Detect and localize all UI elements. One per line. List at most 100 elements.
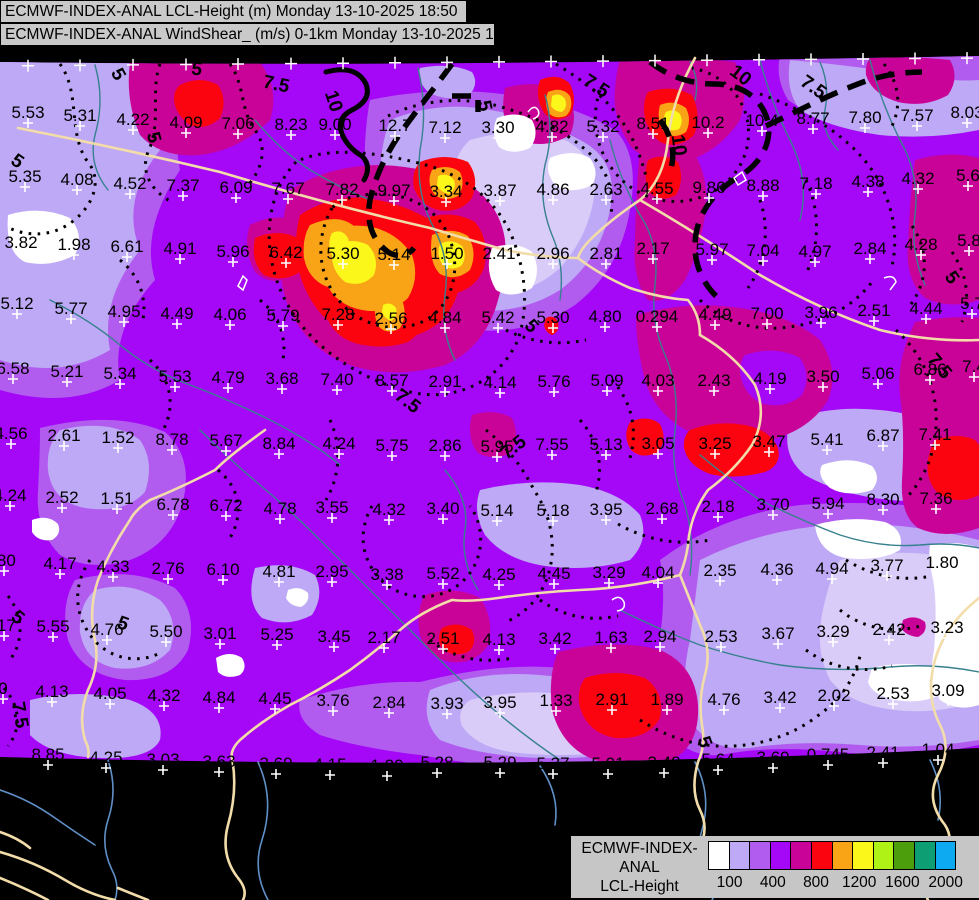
station-marker-cross xyxy=(214,703,224,713)
station-value: 7.4 xyxy=(962,357,979,376)
station-value: 4.14 xyxy=(483,373,516,392)
station-value: 9.97 xyxy=(377,181,410,200)
station-value: 5.67 xyxy=(209,431,242,450)
station-marker-cross xyxy=(657,514,667,524)
station-marker-cross xyxy=(931,504,941,514)
station-marker-cross xyxy=(925,375,935,385)
station-marker-cross xyxy=(878,505,888,515)
station-marker-cross xyxy=(221,446,231,456)
station-marker-cross xyxy=(916,250,926,260)
station-marker-cross xyxy=(827,574,837,584)
station-marker-cross xyxy=(606,643,616,653)
station-marker-cross xyxy=(550,644,560,654)
station-marker-cross xyxy=(548,516,558,526)
station-value: 4.09 xyxy=(169,113,202,132)
station-value: 3.95 xyxy=(483,693,516,712)
graticule-cross xyxy=(74,59,86,72)
station-value: 2.51 xyxy=(857,301,890,320)
station-marker-cross xyxy=(330,130,340,140)
legend-tick-label: 400 xyxy=(759,874,786,891)
station-marker-cross xyxy=(327,577,337,587)
station-marker-cross xyxy=(172,319,182,329)
station-value: 4.55 xyxy=(640,179,673,198)
station-marker-cross xyxy=(438,644,448,654)
station-value: 5.97 xyxy=(695,240,728,259)
legend-swatch xyxy=(913,841,936,870)
station-marker-cross xyxy=(818,382,828,392)
legend-swatch xyxy=(810,841,833,870)
station-marker-cross xyxy=(122,252,132,262)
station-value: 8.88 xyxy=(746,176,779,195)
station-value: 3.55 xyxy=(315,498,348,517)
station-value: 7.41 xyxy=(918,425,951,444)
station-value: 1.52 xyxy=(101,428,134,447)
station-marker-cross xyxy=(648,254,658,264)
station-value: 4.05 xyxy=(93,684,126,703)
legend-swatch xyxy=(769,841,792,870)
graticule-cross xyxy=(22,59,34,72)
station-value: 4.28 xyxy=(904,235,937,254)
station-value: 4.86 xyxy=(536,180,569,199)
graticule-cross xyxy=(597,55,609,68)
station-value: 2.96 xyxy=(536,244,569,263)
station-value: 7.82 xyxy=(325,180,358,199)
station-value: 8.23 xyxy=(274,115,307,134)
station-marker-cross xyxy=(549,579,559,589)
station-marker-cross xyxy=(758,191,768,201)
station-marker-cross xyxy=(551,706,561,716)
station-marker-cross xyxy=(379,643,389,653)
station-marker-cross xyxy=(274,577,284,587)
station-value: 8.51 xyxy=(636,114,669,133)
legend-title-line2: LCL-Height xyxy=(600,878,679,895)
station-marker-cross xyxy=(20,182,30,192)
station-value: 5.14 xyxy=(480,501,513,520)
station-value: 5.76 xyxy=(537,372,570,391)
station-marker-cross xyxy=(713,765,723,775)
station-value: 4.79 xyxy=(211,368,244,387)
station-value: 2.94 xyxy=(643,627,676,646)
station-value: 5.53 xyxy=(158,367,191,386)
station-value: 3.42 xyxy=(763,688,796,707)
station-value: 2.86 xyxy=(428,436,461,455)
station-value: 4.56 xyxy=(0,424,28,443)
station-value: 6.42 xyxy=(269,243,302,262)
station-value: 5.52 xyxy=(426,564,459,583)
station-marker-cross xyxy=(603,769,613,779)
legend-tick-label: 2000 xyxy=(928,874,963,891)
station-marker-cross xyxy=(168,510,178,520)
station-value: 1.98 xyxy=(57,235,90,254)
station-value: 1.51 xyxy=(100,489,133,508)
station-value: 1.89 xyxy=(650,690,683,709)
station-value: 3.95 xyxy=(589,500,622,519)
station-marker-cross xyxy=(8,374,18,384)
graticule-cross xyxy=(493,55,505,68)
station-value: 5.32 xyxy=(586,117,619,136)
station-value: 5.13 xyxy=(589,435,622,454)
station-value: 5.25 xyxy=(260,625,293,644)
station-marker-cross xyxy=(218,575,228,585)
station-value: 4.19 xyxy=(753,369,786,388)
station-value: 5.06 xyxy=(861,364,894,383)
station-marker-cross xyxy=(43,760,53,770)
station-marker-cross xyxy=(440,451,450,461)
station-value: 4.25 xyxy=(89,748,122,767)
station-marker-cross xyxy=(492,452,502,462)
station-value: 7.12 xyxy=(428,118,461,137)
station-marker-cross xyxy=(389,260,399,270)
station-value: 7.80 xyxy=(848,108,881,127)
station-value: 1.04 xyxy=(921,740,954,759)
station-marker-cross xyxy=(942,633,952,643)
station-marker-cross xyxy=(69,250,79,260)
station-value: 3.69 xyxy=(259,754,292,773)
station-value: 2.56 xyxy=(374,309,407,328)
graticule-cross xyxy=(389,56,401,69)
station-value: 5.31 xyxy=(63,106,96,125)
station-marker-cross xyxy=(382,771,392,781)
station-value: 5.7 xyxy=(960,294,979,313)
station-marker-cross xyxy=(863,187,873,197)
station-marker-cross xyxy=(494,580,504,590)
station-marker-cross xyxy=(930,440,940,450)
station-value: 5.96 xyxy=(216,242,249,261)
station-value: 8.85 xyxy=(31,745,64,764)
